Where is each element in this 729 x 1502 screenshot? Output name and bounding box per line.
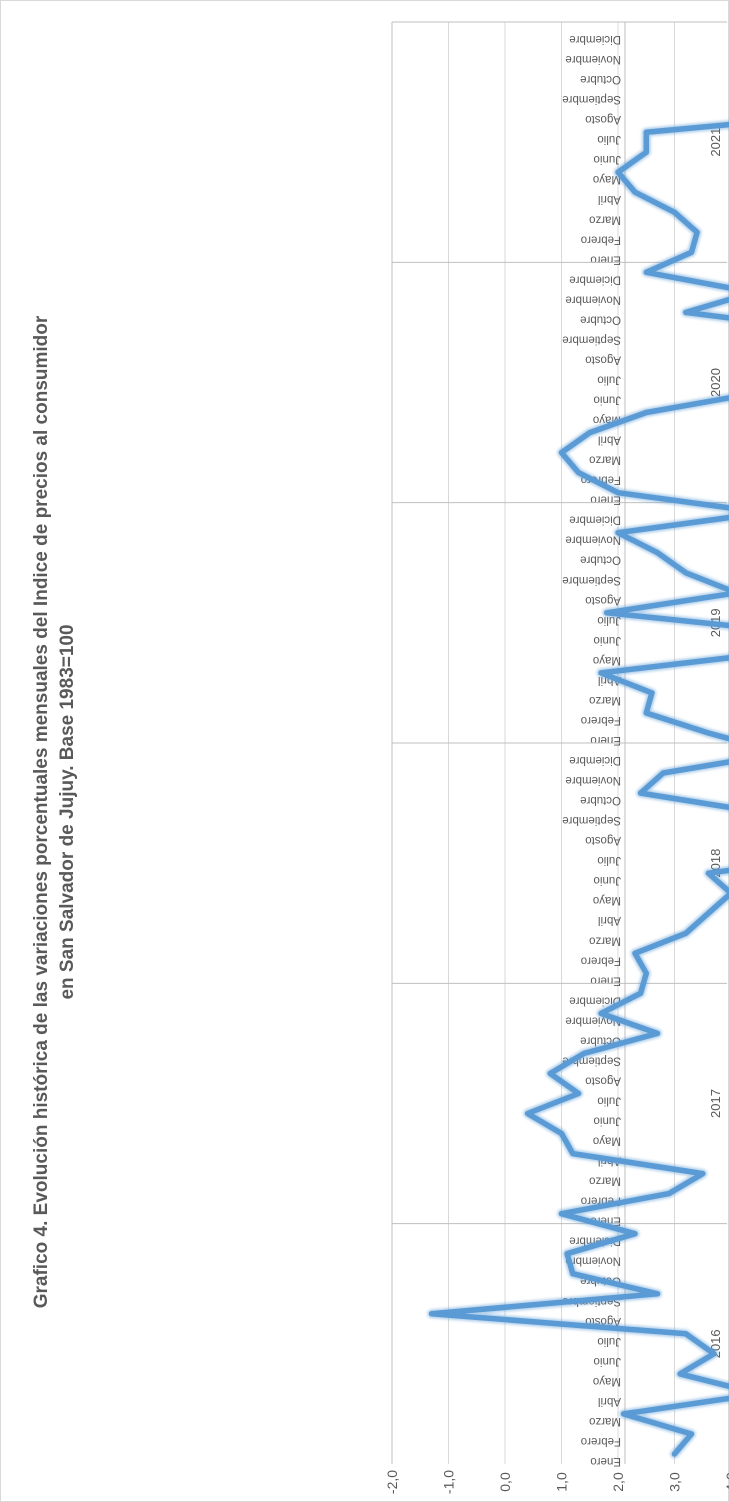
y-tick-label: 2,0 xyxy=(610,1472,626,1492)
month-label: Junio xyxy=(594,394,622,406)
month-label: Mayo xyxy=(593,1135,621,1147)
month-label: Octubre xyxy=(580,554,621,566)
month-label: Febrero xyxy=(581,1435,621,1447)
month-label: Abril xyxy=(598,1395,621,1407)
y-tick-label: 1,0 xyxy=(554,1472,570,1492)
y-tick-label: -1,0 xyxy=(441,1470,457,1494)
month-label: Mayo xyxy=(593,654,621,666)
month-label: Febrero xyxy=(581,714,621,726)
month-label: Septiembre xyxy=(562,93,621,105)
month-label: Junio xyxy=(594,1115,622,1127)
year-label: 2020 xyxy=(708,368,723,397)
month-label: Enero xyxy=(590,974,621,986)
month-label: Septiembre xyxy=(562,333,621,345)
month-label: Febrero xyxy=(581,233,621,245)
year-label: 2021 xyxy=(708,128,723,157)
month-label: Septiembre xyxy=(562,574,621,586)
month-label: Marzo xyxy=(589,694,621,706)
month-label: Agosto xyxy=(585,1074,621,1086)
month-label: Abril xyxy=(598,193,621,205)
month-label: Mayo xyxy=(593,1375,621,1387)
month-label: Junio xyxy=(594,874,622,886)
month-label: Marzo xyxy=(589,213,621,225)
month-label: Agosto xyxy=(585,113,621,125)
month-label: Noviembre xyxy=(565,774,621,786)
month-label: Junio xyxy=(594,634,622,646)
month-label: Marzo xyxy=(589,1415,621,1427)
month-label: Diciembre xyxy=(569,754,621,766)
month-label: Octubre xyxy=(580,73,621,85)
month-label: Agosto xyxy=(585,594,621,606)
month-label: Enero xyxy=(590,253,621,265)
year-label: 2017 xyxy=(708,1089,723,1118)
chart-title-line1: Grafico 4. Evolución histórica de las va… xyxy=(31,315,52,1308)
month-label: Abril xyxy=(598,434,621,446)
month-label: Octubre xyxy=(580,313,621,325)
month-label: Agosto xyxy=(585,353,621,365)
month-label: Julio xyxy=(597,373,621,385)
y-tick-label: -2,0 xyxy=(384,1470,400,1494)
month-label: Junio xyxy=(594,153,622,165)
month-label: Noviembre xyxy=(565,534,621,546)
month-label: Julio xyxy=(597,1335,621,1347)
month-label: Julio xyxy=(597,854,621,866)
month-label: Abril xyxy=(598,914,621,926)
month-label: Octubre xyxy=(580,794,621,806)
month-label: Julio xyxy=(597,133,621,145)
month-label: Marzo xyxy=(589,934,621,946)
y-tick-label: 3,0 xyxy=(667,1472,683,1492)
month-label: Enero xyxy=(590,1455,621,1467)
month-label: Enero xyxy=(590,734,621,746)
month-label: Marzo xyxy=(589,454,621,466)
month-label: Diciembre xyxy=(569,33,621,45)
month-label: Diciembre xyxy=(569,514,621,526)
month-label: Julio xyxy=(597,1094,621,1106)
month-label: Diciembre xyxy=(569,273,621,285)
y-tick-label: 0,0 xyxy=(497,1472,513,1492)
chart-title-line2: en San Salvador de Jujuy. Base 1983=100 xyxy=(57,624,78,999)
month-label: Marzo xyxy=(589,1175,621,1187)
y-tick-label: 4,0 xyxy=(723,1472,729,1492)
month-label: Junio xyxy=(594,1355,622,1367)
month-label: Febrero xyxy=(581,954,621,966)
month-label: Agosto xyxy=(585,834,621,846)
month-label: Mayo xyxy=(593,894,621,906)
month-label: Noviembre xyxy=(565,293,621,305)
month-label: Noviembre xyxy=(565,53,621,65)
month-label: Septiembre xyxy=(562,814,621,826)
